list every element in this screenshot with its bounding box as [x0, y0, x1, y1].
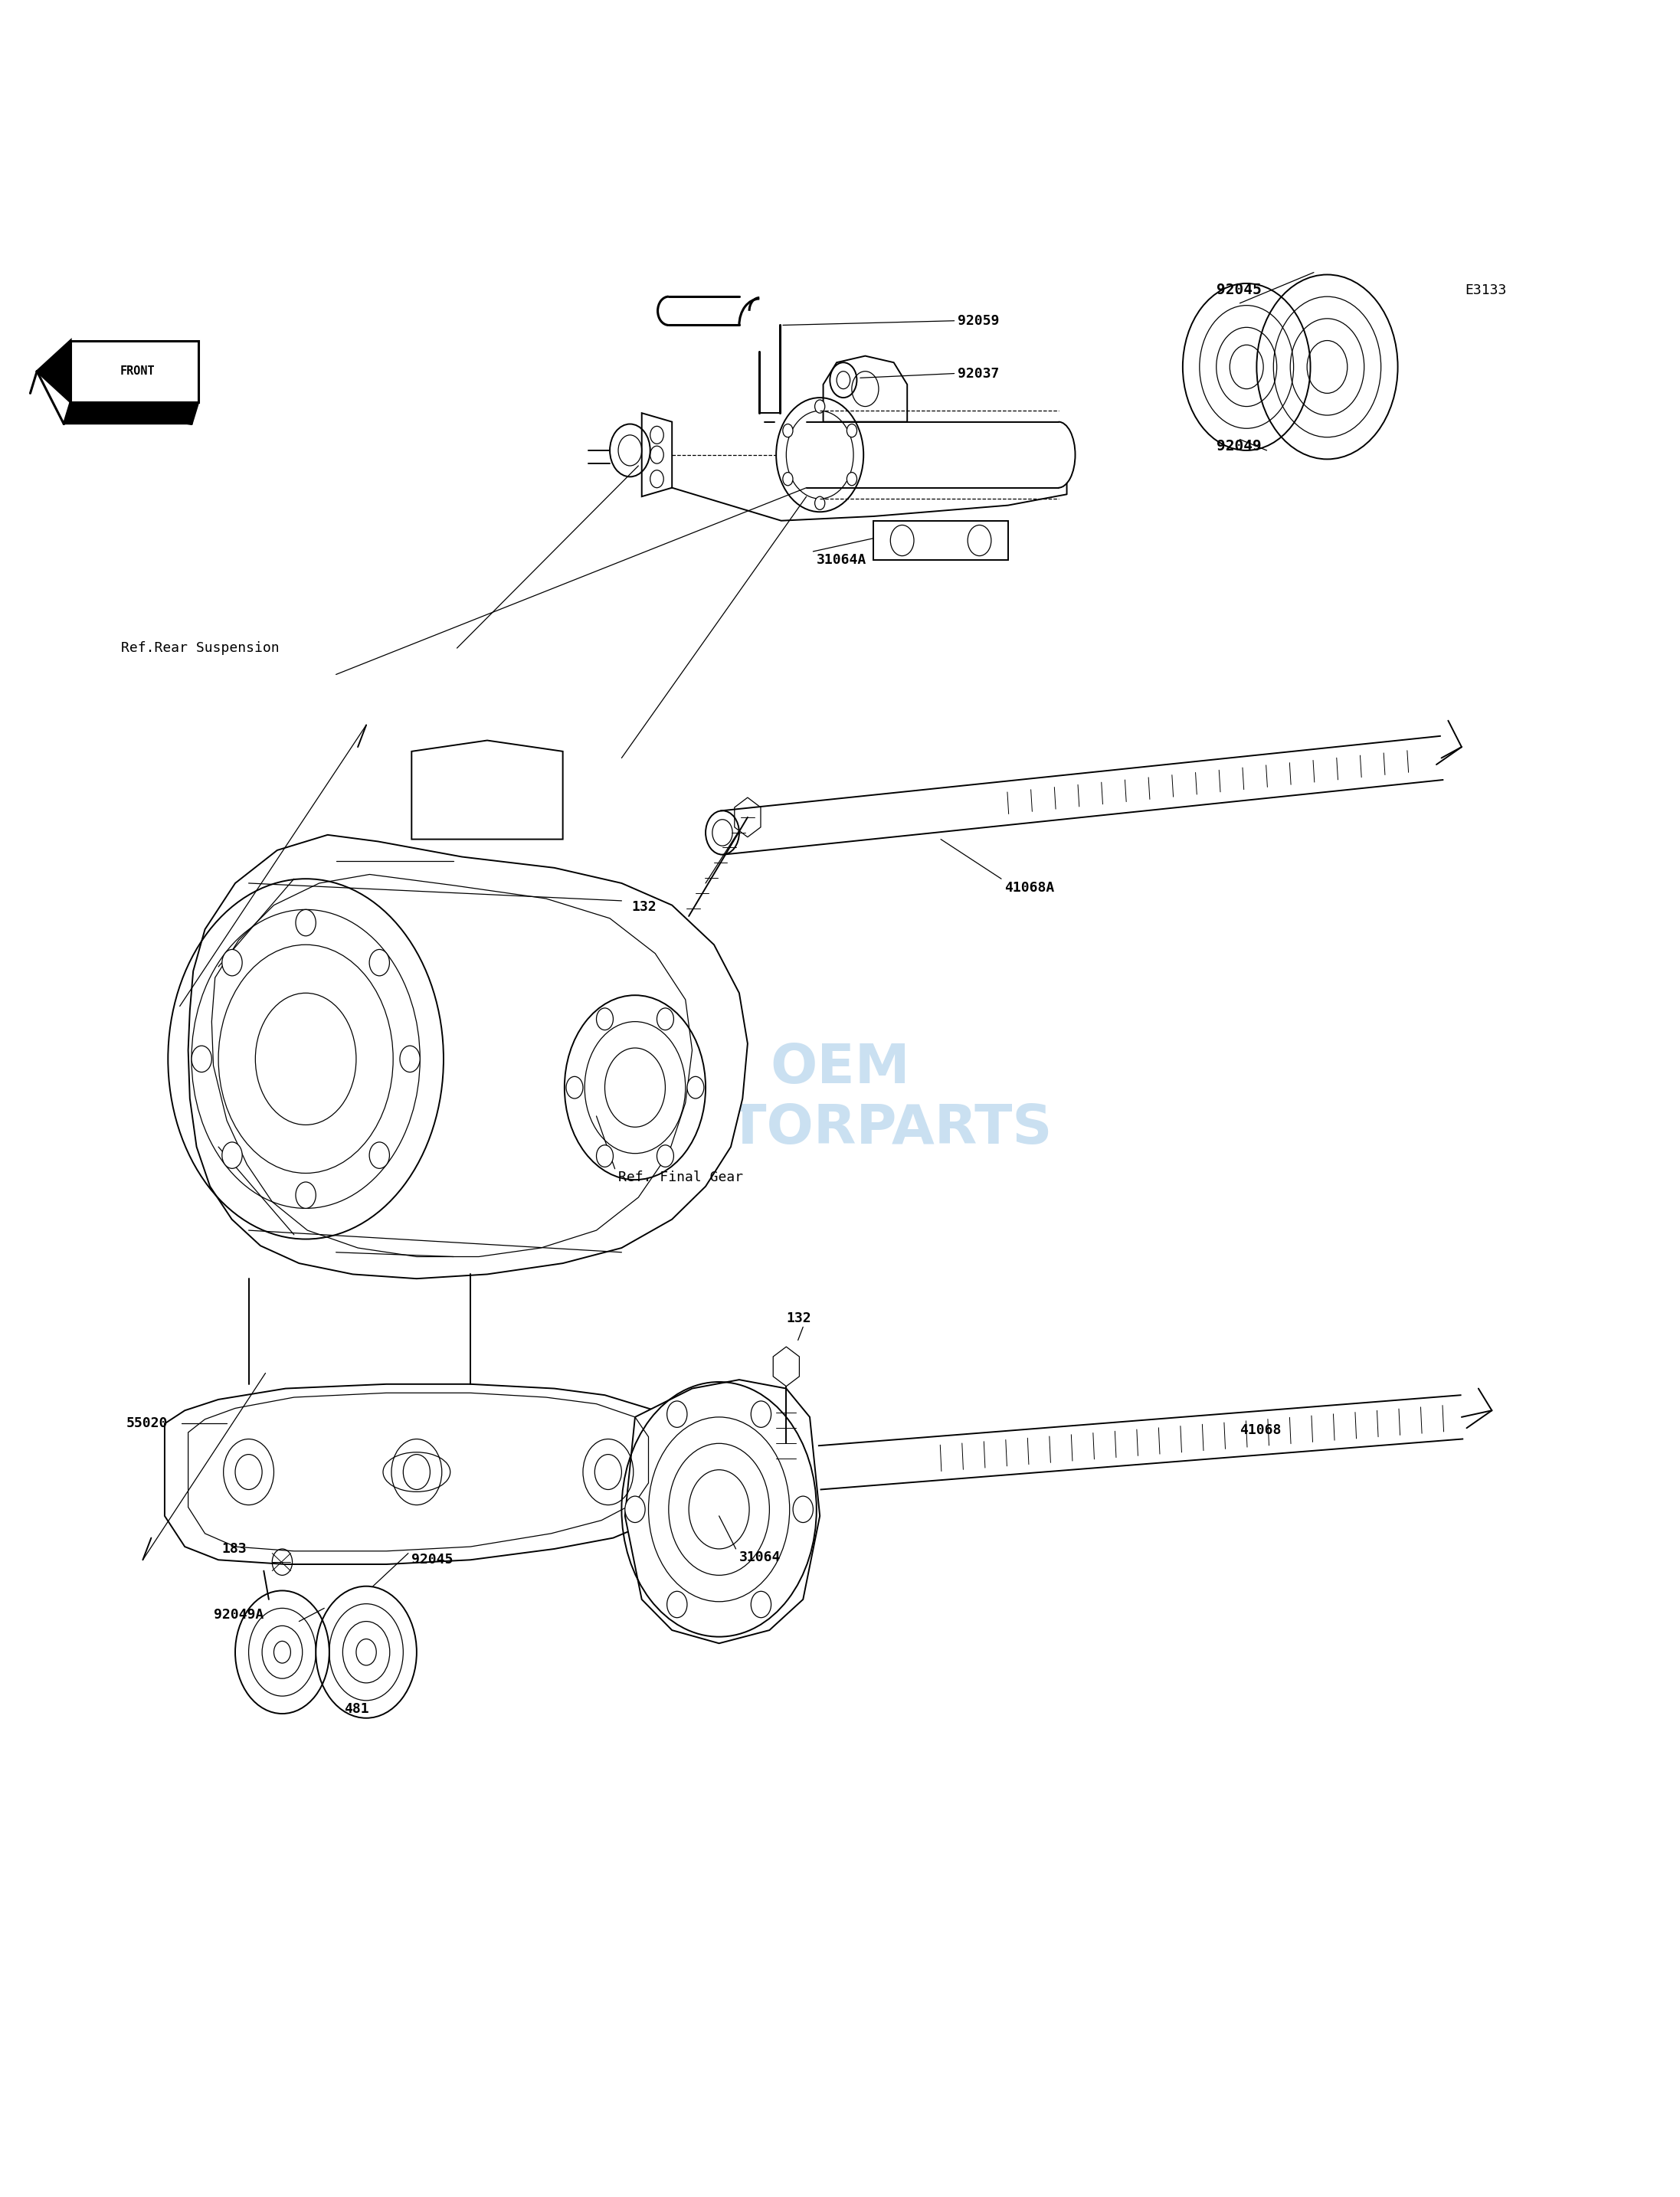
Polygon shape — [64, 402, 198, 424]
Text: Ref.Rear Suspension: Ref.Rear Suspension — [121, 642, 279, 655]
Circle shape — [667, 1591, 687, 1617]
Circle shape — [751, 1402, 771, 1428]
Circle shape — [657, 1008, 674, 1030]
Text: E3133: E3133 — [1465, 283, 1507, 297]
Circle shape — [751, 1591, 771, 1617]
Polygon shape — [412, 740, 563, 839]
Text: 92037: 92037 — [958, 367, 1000, 380]
Circle shape — [235, 1454, 262, 1490]
Circle shape — [687, 1077, 704, 1098]
Circle shape — [847, 472, 857, 486]
Text: 183: 183 — [222, 1542, 247, 1555]
Circle shape — [847, 424, 857, 437]
Circle shape — [595, 1454, 622, 1490]
Circle shape — [222, 949, 242, 975]
Circle shape — [403, 1454, 430, 1490]
Circle shape — [296, 910, 316, 936]
Text: 92049A: 92049A — [213, 1608, 264, 1621]
Text: 92059: 92059 — [958, 314, 1000, 327]
Text: 55020: 55020 — [126, 1417, 168, 1430]
Circle shape — [370, 949, 390, 975]
Circle shape — [192, 1046, 212, 1072]
Text: 41068: 41068 — [1240, 1424, 1282, 1437]
Circle shape — [370, 1142, 390, 1169]
Polygon shape — [642, 413, 672, 497]
Text: FRONT: FRONT — [121, 365, 155, 378]
Circle shape — [657, 1145, 674, 1167]
Text: OEM
MOTORPARTS: OEM MOTORPARTS — [627, 1041, 1053, 1156]
Circle shape — [596, 1008, 613, 1030]
Circle shape — [793, 1496, 813, 1523]
Text: 92045: 92045 — [412, 1553, 454, 1566]
Text: 481: 481 — [344, 1703, 368, 1716]
Text: 132: 132 — [632, 901, 657, 914]
Polygon shape — [823, 356, 907, 422]
Text: 31064A: 31064A — [816, 554, 867, 567]
Circle shape — [222, 1142, 242, 1169]
Circle shape — [625, 1496, 645, 1523]
Circle shape — [296, 1182, 316, 1208]
Polygon shape — [165, 1384, 672, 1564]
Text: 92049: 92049 — [1216, 439, 1262, 453]
Polygon shape — [773, 1347, 800, 1386]
Text: 41068A: 41068A — [1005, 881, 1055, 894]
Circle shape — [400, 1046, 420, 1072]
Circle shape — [566, 1077, 583, 1098]
Circle shape — [667, 1402, 687, 1428]
Polygon shape — [71, 341, 198, 402]
Text: 132: 132 — [786, 1312, 811, 1325]
Polygon shape — [37, 341, 71, 402]
Text: 92045: 92045 — [1216, 283, 1262, 297]
Circle shape — [815, 497, 825, 510]
Circle shape — [783, 424, 793, 437]
Polygon shape — [625, 1380, 820, 1643]
Circle shape — [815, 400, 825, 413]
Polygon shape — [734, 798, 761, 837]
Text: 31064: 31064 — [739, 1551, 781, 1564]
Circle shape — [596, 1145, 613, 1167]
Polygon shape — [874, 521, 1008, 560]
Polygon shape — [188, 835, 748, 1279]
Circle shape — [837, 371, 850, 389]
Text: Ref. Final Gear: Ref. Final Gear — [618, 1171, 743, 1184]
Circle shape — [783, 472, 793, 486]
